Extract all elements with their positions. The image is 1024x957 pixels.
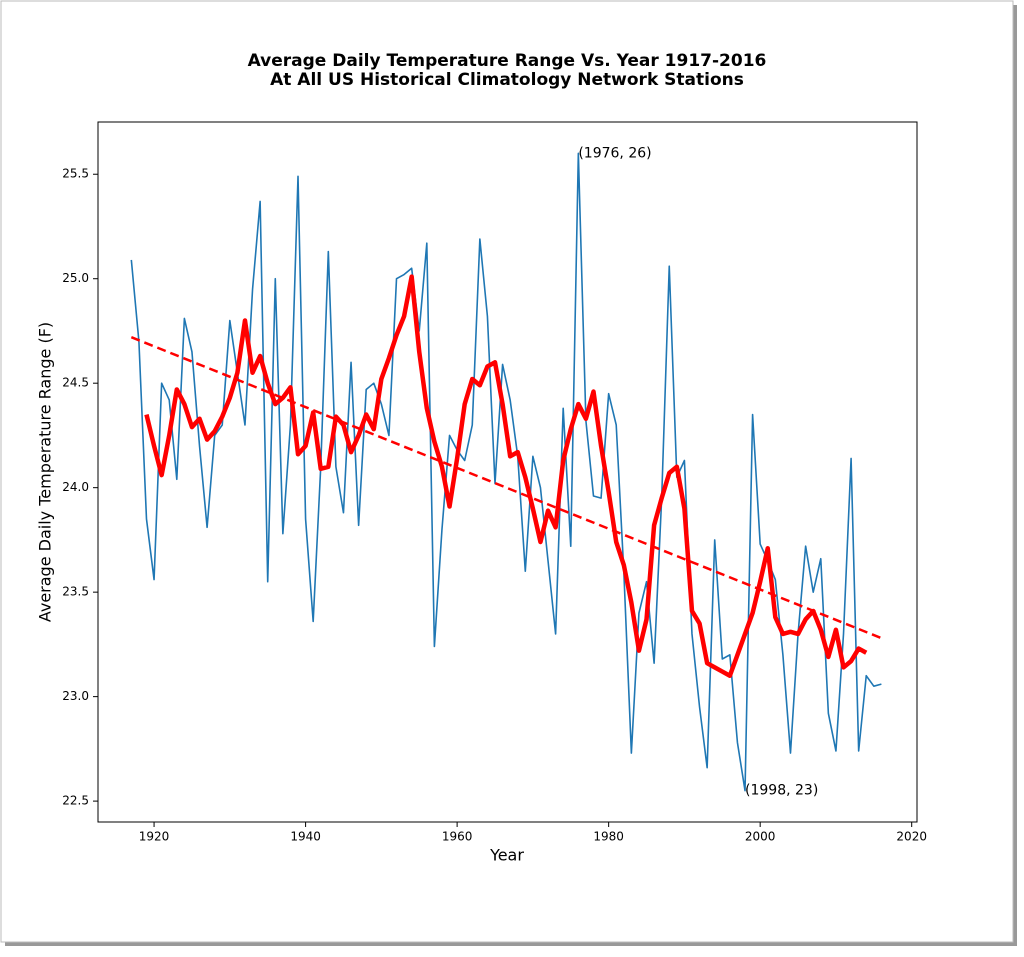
series-line (130, 152, 882, 792)
annotation: (1998, 23) (745, 783, 818, 799)
y-tick-label: 23.5 (62, 585, 89, 599)
chart-title: At All US Historical Climatology Network… (270, 70, 744, 90)
annotation: (1976, 26) (578, 145, 651, 161)
x-tick-label: 1980 (593, 830, 624, 844)
frame (0, 0, 1014, 943)
x-axis-label: Year (489, 846, 524, 865)
y-tick-label: 22.5 (62, 794, 89, 808)
y-tick-label: 25.0 (62, 271, 89, 285)
x-tick-label: 1960 (442, 830, 473, 844)
plot-frame (97, 121, 918, 823)
y-tick-label: 24.0 (62, 480, 89, 494)
series-line (144, 274, 868, 678)
y-tick-label: 25.5 (62, 167, 89, 181)
x-tick-label: 2000 (745, 830, 776, 844)
series-line (130, 336, 882, 640)
y-tick-label: 24.5 (62, 376, 89, 390)
chart-title: Average Daily Temperature Range Vs. Year… (248, 51, 767, 71)
y-axis-label: Average Daily Temperature Range (F) (36, 322, 55, 622)
x-tick-label: 2020 (896, 830, 927, 844)
x-tick-label: 1920 (139, 830, 170, 844)
y-tick-label: 23.0 (62, 689, 89, 703)
x-tick-label: 1940 (290, 830, 321, 844)
